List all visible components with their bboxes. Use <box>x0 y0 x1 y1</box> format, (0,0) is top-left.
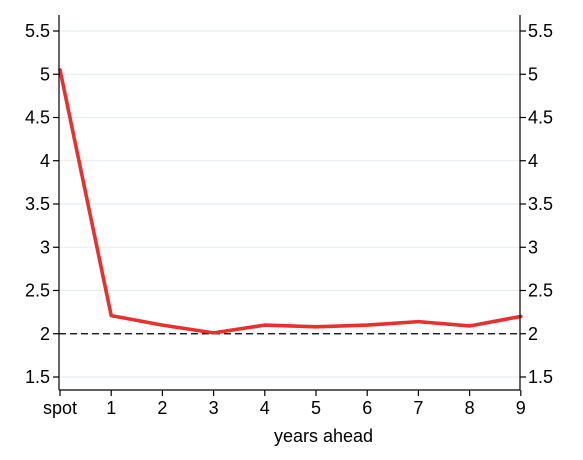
y-tick-label-right-2: 2.5 <box>528 281 553 301</box>
x-tick-label-3: 3 <box>209 398 219 418</box>
axes <box>53 15 526 396</box>
x-axis-title: years ahead <box>274 426 373 446</box>
y-tick-label-right-1: 2 <box>528 324 538 344</box>
y-tick-label-left-7: 5 <box>40 64 50 84</box>
y-tick-label-right-3: 3 <box>528 237 538 257</box>
y-tick-label-right-6: 4.5 <box>528 108 553 128</box>
series-layer <box>60 70 521 333</box>
x-tick-label-2: 2 <box>157 398 167 418</box>
y-tick-label-left-4: 3.5 <box>25 194 50 214</box>
y-tick-label-left-6: 4.5 <box>25 108 50 128</box>
y-tick-label-left-8: 5.5 <box>25 21 50 41</box>
y-tick-label-right-4: 3.5 <box>528 194 553 214</box>
x-tick-label-5: 5 <box>311 398 321 418</box>
x-tick-label-9: 9 <box>516 398 526 418</box>
y-tick-label-left-3: 3 <box>40 237 50 257</box>
x-tick-label-6: 6 <box>362 398 372 418</box>
x-tick-label-0: spot <box>43 398 77 418</box>
y-tick-label-left-0: 1.5 <box>25 367 50 387</box>
y-tick-label-right-8: 5.5 <box>528 21 553 41</box>
x-tick-label-4: 4 <box>260 398 270 418</box>
x-tick-label-8: 8 <box>465 398 475 418</box>
y-tick-label-right-5: 4 <box>528 151 538 171</box>
y-tick-label-left-1: 2 <box>40 324 50 344</box>
y-tick-label-left-2: 2.5 <box>25 281 50 301</box>
tick-labels: 1.5 1.5 2 2 2.5 2.5 3 3 3.5 3.5 4 4 4.5 4.5 5 5 5.5 5.5 sp… <box>25 21 553 418</box>
y-tick-label-left-5: 4 <box>40 151 50 171</box>
x-tick-label-7: 7 <box>413 398 423 418</box>
y-tick-label-right-0: 1.5 <box>528 367 553 387</box>
series-line-0 <box>60 70 521 333</box>
x-tick-label-1: 1 <box>106 398 116 418</box>
y-tick-label-right-7: 5 <box>528 64 538 84</box>
